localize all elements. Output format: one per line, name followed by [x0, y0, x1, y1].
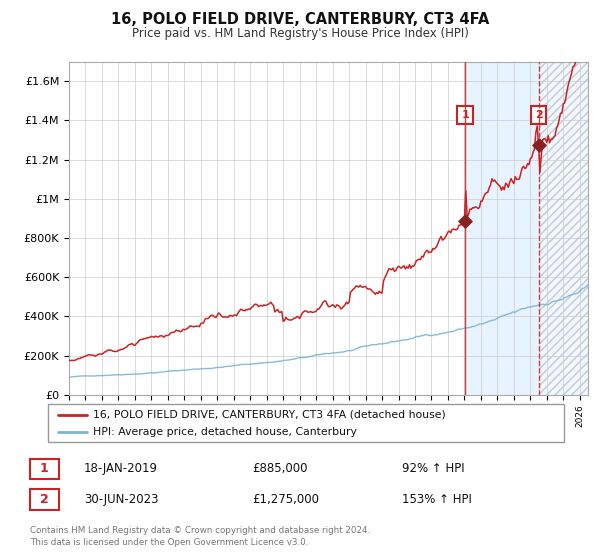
Text: 1: 1: [461, 110, 469, 120]
Text: 16, POLO FIELD DRIVE, CANTERBURY, CT3 4FA (detached house): 16, POLO FIELD DRIVE, CANTERBURY, CT3 4F…: [94, 409, 446, 419]
Text: 92% ↑ HPI: 92% ↑ HPI: [402, 462, 464, 475]
Text: £885,000: £885,000: [252, 462, 308, 475]
Text: 2: 2: [535, 110, 542, 120]
Text: HPI: Average price, detached house, Canterbury: HPI: Average price, detached house, Cant…: [94, 427, 357, 437]
Text: £1,275,000: £1,275,000: [252, 493, 319, 506]
Text: 30-JUN-2023: 30-JUN-2023: [84, 493, 158, 506]
Text: 1: 1: [40, 462, 49, 475]
Point: [460, 217, 470, 226]
Text: Price paid vs. HM Land Registry's House Price Index (HPI): Price paid vs. HM Land Registry's House …: [131, 27, 469, 40]
Text: 153% ↑ HPI: 153% ↑ HPI: [402, 493, 472, 506]
Bar: [539, 62, 588, 395]
Text: 18-JAN-2019: 18-JAN-2019: [84, 462, 158, 475]
Bar: [465, 62, 539, 395]
Text: 16, POLO FIELD DRIVE, CANTERBURY, CT3 4FA: 16, POLO FIELD DRIVE, CANTERBURY, CT3 4F…: [111, 12, 489, 27]
Text: Contains HM Land Registry data © Crown copyright and database right 2024.
This d: Contains HM Land Registry data © Crown c…: [30, 526, 370, 547]
Text: 2: 2: [40, 493, 49, 506]
Point: [534, 141, 544, 150]
Bar: [539, 62, 588, 395]
